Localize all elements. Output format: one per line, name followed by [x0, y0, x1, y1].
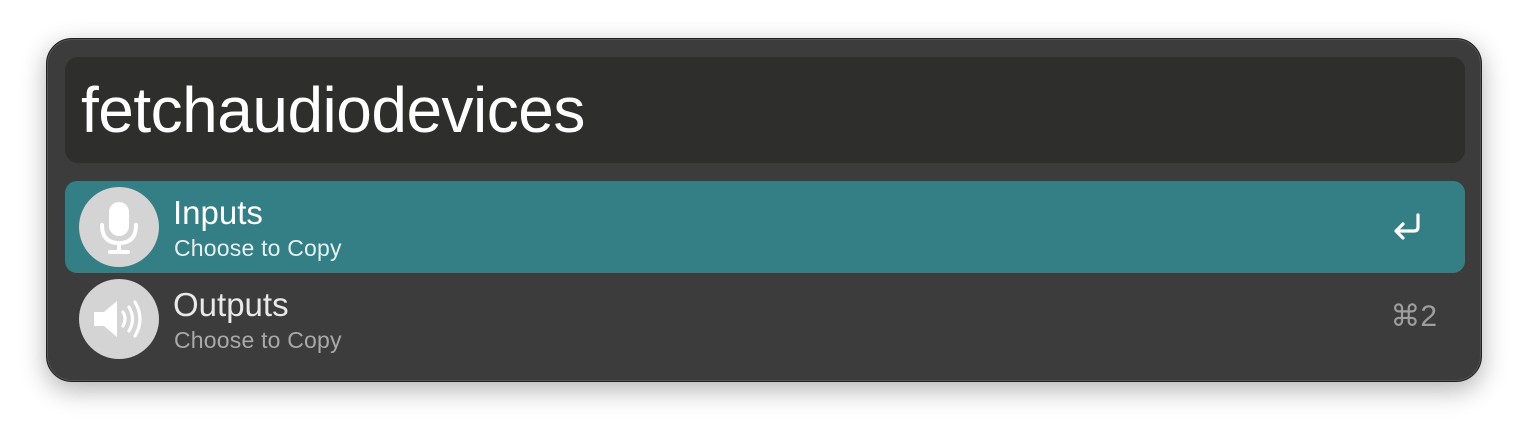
microphone-icon: [79, 187, 159, 267]
return-icon: [1391, 209, 1423, 245]
result-item-outputs[interactable]: Outputs Choose to Copy ⌘2: [65, 273, 1465, 365]
launcher-window: Inputs Choose to Copy Outputs Choose to …: [46, 38, 1482, 382]
result-title: Inputs: [173, 194, 263, 231]
shortcut-label: ⌘2: [1390, 300, 1437, 333]
result-title: Outputs: [173, 286, 289, 323]
speaker-icon: [79, 279, 159, 359]
search-box[interactable]: [65, 57, 1465, 163]
result-subtitle: Choose to Copy: [174, 327, 342, 353]
result-item-inputs[interactable]: Inputs Choose to Copy: [65, 181, 1465, 273]
result-subtitle: Choose to Copy: [174, 235, 342, 261]
search-input[interactable]: [81, 57, 1441, 163]
